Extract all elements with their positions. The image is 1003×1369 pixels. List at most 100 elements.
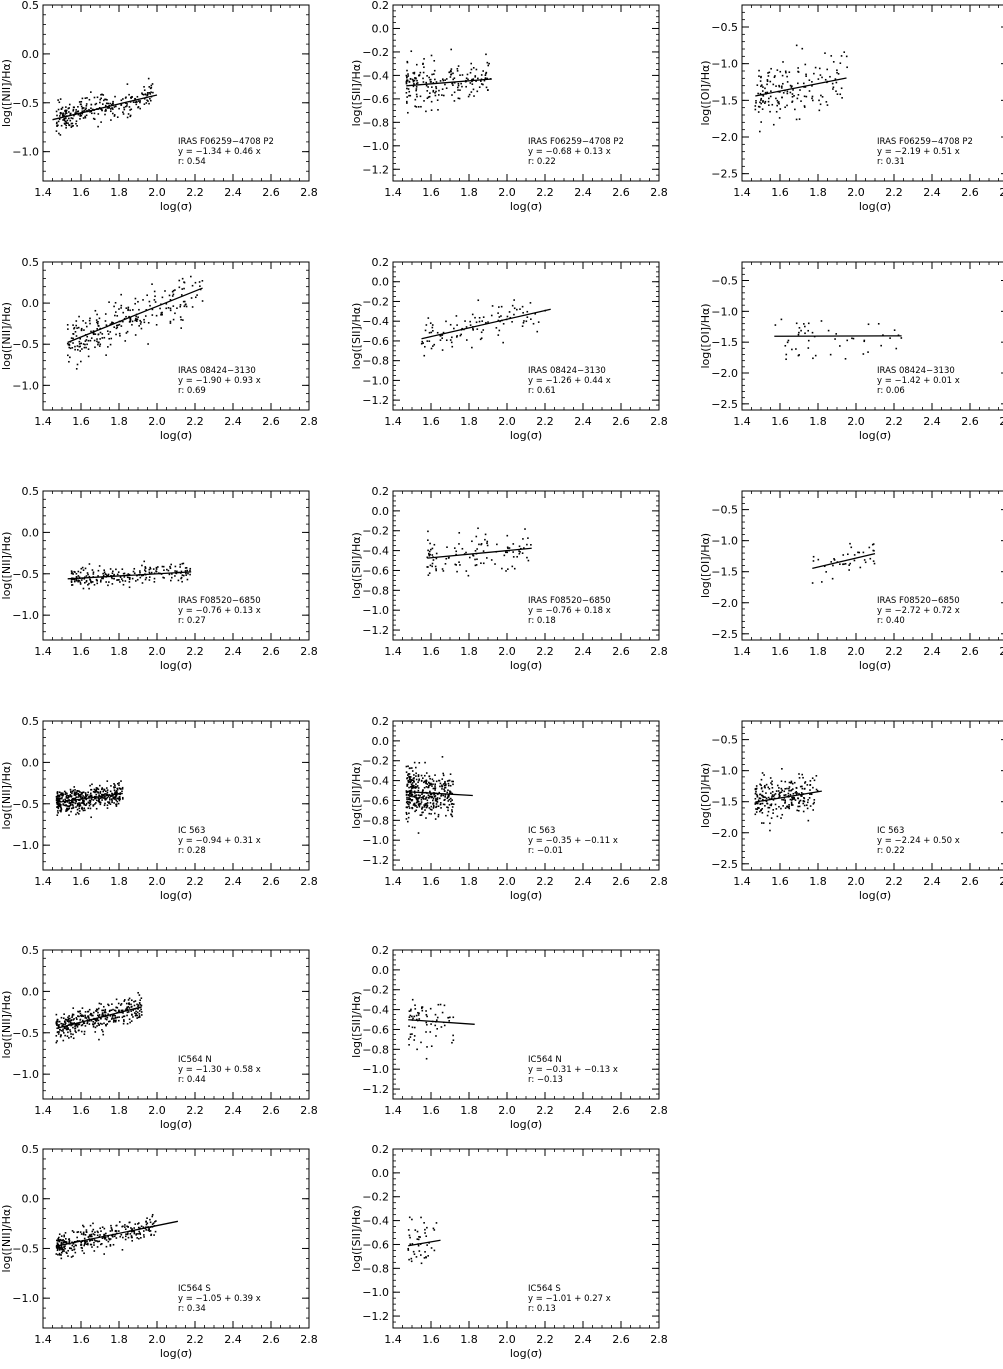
data-point [163, 577, 165, 579]
data-point [472, 329, 474, 331]
data-point [104, 113, 106, 116]
data-point [107, 102, 109, 105]
data-point [96, 1019, 98, 1021]
panel-oi-0-2: 1.41.61.82.02.22.42.62.8−0.5−1.0−1.5−2.0… [699, 4, 1003, 213]
data-point [790, 801, 793, 804]
x-tick-label: 2.4 [923, 645, 941, 658]
data-point [422, 798, 425, 800]
data-point [415, 786, 417, 789]
data-point [755, 102, 757, 104]
data-point [415, 77, 417, 80]
data-point [465, 85, 467, 88]
plot-frame [392, 720, 660, 871]
data-point [107, 1003, 109, 1006]
data-point [56, 1018, 59, 1021]
data-point [68, 814, 70, 816]
data-point [95, 802, 97, 804]
data-point [62, 1023, 65, 1026]
data-point [126, 1007, 128, 1010]
data-point [56, 125, 58, 127]
data-point [75, 320, 78, 322]
data-point [111, 583, 114, 585]
data-point [425, 110, 427, 113]
data-point [435, 552, 438, 555]
data-point [127, 308, 129, 310]
data-point [71, 798, 73, 801]
data-point [429, 793, 432, 796]
data-point [96, 313, 98, 316]
data-point [153, 581, 156, 583]
data-point [444, 79, 446, 81]
data-point [409, 798, 411, 800]
data-point [60, 1022, 62, 1025]
data-point [411, 779, 414, 782]
data-point [63, 118, 65, 120]
data-point [503, 554, 506, 557]
data-point [60, 809, 62, 812]
data-point [755, 787, 758, 790]
data-point [788, 786, 791, 788]
x-tick-label: 2.2 [186, 645, 204, 658]
data-point [405, 74, 408, 77]
y-tick-label: −0.6 [362, 564, 389, 577]
data-point [82, 801, 84, 803]
data-point [416, 785, 419, 787]
data-point [803, 788, 806, 790]
data-point [103, 569, 105, 571]
data-point [66, 792, 68, 795]
data-point [106, 1016, 109, 1019]
data-point [431, 547, 434, 550]
fit-correlation: r: 0.31 [877, 157, 905, 167]
data-point [412, 804, 415, 806]
data-point [491, 305, 494, 307]
data-point [92, 799, 95, 801]
panel-sii-3-1: 1.4 1.6 1.8 2.0 2.2 2.4 2.6 2.80.20.0−0.2−0.4−0… [350, 715, 668, 902]
data-point [64, 109, 67, 112]
data-point [410, 780, 412, 783]
data-point [438, 89, 440, 92]
data-point [436, 801, 439, 803]
data-point [523, 320, 525, 322]
data-point [79, 1012, 82, 1015]
data-point [429, 795, 432, 798]
data-point [103, 804, 106, 807]
data-point [83, 802, 85, 805]
data-point [778, 84, 780, 87]
data-point [80, 105, 83, 108]
y-tick-label: −0.5 [12, 97, 39, 110]
x-tick-label: 2.8 [999, 875, 1003, 888]
data-point [127, 999, 130, 1001]
data-point [62, 799, 65, 801]
data-point [111, 577, 113, 580]
y-tick-label: −0.6 [362, 1023, 389, 1036]
data-point [99, 331, 102, 334]
data-point [185, 305, 188, 308]
data-point [68, 1023, 71, 1026]
data-point [423, 100, 425, 102]
data-point [69, 802, 72, 804]
data-point [834, 338, 836, 340]
y-tick-label: −2.5 [711, 168, 738, 181]
data-point [120, 1009, 123, 1012]
data-point [435, 780, 438, 783]
data-point [801, 47, 804, 50]
data-point [817, 78, 820, 80]
data-point [116, 1016, 119, 1019]
data-point [426, 97, 429, 99]
data-point [432, 82, 435, 84]
data-point [813, 779, 816, 782]
data-point [95, 797, 97, 800]
data-point [423, 795, 425, 797]
data-point [417, 832, 420, 834]
data-point [821, 76, 823, 79]
data-point [780, 87, 783, 89]
x-tick-label: 2.2 [536, 875, 554, 888]
data-point [88, 587, 90, 590]
data-point [423, 66, 425, 69]
y-tick-label: −2.0 [711, 131, 738, 144]
data-point [121, 796, 124, 799]
data-point [104, 104, 107, 107]
data-point [765, 797, 768, 800]
data-point [527, 537, 529, 539]
data-point [90, 798, 93, 800]
